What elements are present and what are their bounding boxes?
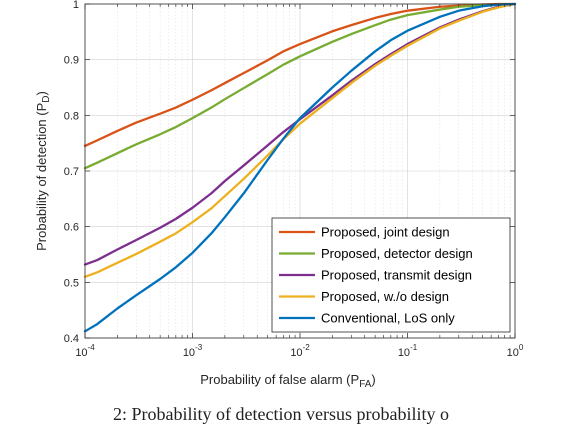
y-tick-label: 0.4: [64, 333, 79, 345]
legend-label: Conventional, LoS only: [321, 311, 455, 326]
y-tick-label: 1: [73, 0, 79, 11]
legend-label: Proposed, detector design: [321, 246, 473, 261]
x-tick-label: 10-4: [75, 343, 95, 359]
x-tick-label: 100: [507, 343, 524, 359]
series-line-5: [83, 2, 517, 333]
x-axis-label: Probability of false alarm (PFA): [200, 372, 376, 390]
x-tick-label: 10-2: [290, 343, 310, 359]
series-line-1: [83, 2, 517, 148]
legend-label: Proposed, transmit design: [321, 268, 472, 283]
x-tick-label: 10-3: [183, 343, 203, 359]
legend-label: Proposed, w./o design: [321, 289, 449, 304]
ticks: [84, 3, 516, 339]
series-lines: [83, 2, 517, 333]
y-tick-labels: 0.4 0.5 0.6 0.7 0.8 0.9 1: [64, 0, 79, 345]
y-tick-label: 0.7: [64, 166, 79, 178]
x-tick-labels: 10-4 10-3 10-2 10-1 100: [75, 343, 524, 359]
figure-caption: 2: Probability of detection versus proba…: [113, 404, 449, 424]
y-tick-label: 0.9: [64, 55, 79, 67]
legend: Proposed, joint design Proposed, detector…: [271, 217, 511, 333]
legend-label: Proposed, joint design: [321, 225, 450, 240]
x-tick-label: 10-1: [398, 343, 418, 359]
y-tick-label: 0.8: [64, 110, 79, 122]
series-line-2: [83, 2, 517, 170]
y-tick-label: 0.6: [64, 222, 79, 234]
y-axis-label: Probability of detection (PD): [34, 91, 52, 251]
y-tick-label: 0.5: [64, 277, 79, 289]
